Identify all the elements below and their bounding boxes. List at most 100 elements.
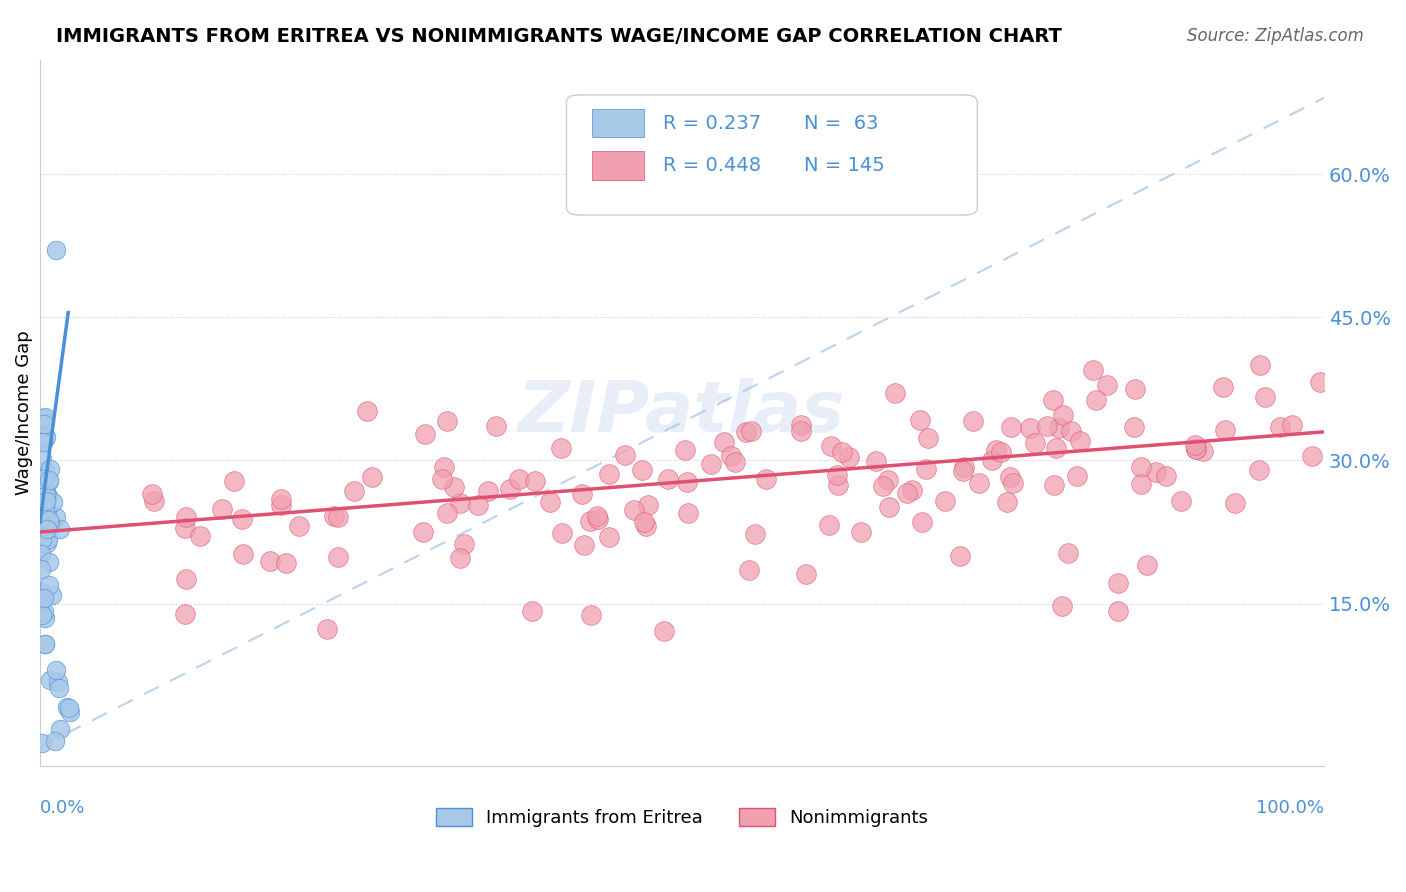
Point xyxy=(231,512,253,526)
Point xyxy=(631,463,654,477)
Point xyxy=(1095,378,1118,392)
Point xyxy=(914,461,936,475)
Point xyxy=(30,473,52,487)
Text: ZIPatlas: ZIPatlas xyxy=(519,378,846,447)
Point xyxy=(436,414,458,428)
Point xyxy=(934,494,956,508)
Point xyxy=(143,493,166,508)
Point xyxy=(574,539,596,553)
Point xyxy=(550,442,572,456)
Point xyxy=(449,496,471,510)
Point xyxy=(877,473,900,487)
Point xyxy=(995,494,1018,508)
Point xyxy=(1268,420,1291,434)
Point xyxy=(1309,375,1331,389)
Point xyxy=(32,417,55,432)
Point xyxy=(825,468,848,483)
Point xyxy=(1052,408,1074,422)
Point xyxy=(865,454,887,468)
Point xyxy=(1000,419,1022,434)
Point xyxy=(276,556,298,570)
Point xyxy=(49,722,72,736)
Text: Source: ZipAtlas.com: Source: ZipAtlas.com xyxy=(1187,27,1364,45)
Point xyxy=(1084,392,1107,407)
Point xyxy=(35,488,58,502)
Point xyxy=(48,681,70,695)
Point xyxy=(949,549,972,563)
Text: N = 145: N = 145 xyxy=(804,156,884,175)
Point xyxy=(45,244,67,258)
Point xyxy=(38,474,60,488)
Point xyxy=(1185,442,1208,456)
Point xyxy=(34,636,56,650)
Point xyxy=(849,524,872,539)
Point xyxy=(42,495,65,509)
Point xyxy=(634,519,657,533)
Point xyxy=(34,508,56,523)
Point xyxy=(1184,437,1206,451)
Point xyxy=(740,424,762,438)
Point xyxy=(900,483,922,497)
Point xyxy=(37,533,59,547)
Point xyxy=(720,450,742,464)
Point xyxy=(343,484,366,499)
Point xyxy=(39,462,62,476)
Point xyxy=(34,410,56,425)
Point xyxy=(31,410,53,425)
Point xyxy=(174,572,197,586)
Point xyxy=(1212,380,1234,394)
Point xyxy=(1136,558,1159,572)
Point xyxy=(328,549,350,564)
Point xyxy=(1042,393,1064,408)
Point xyxy=(56,699,79,714)
Point xyxy=(35,430,58,444)
Bar xyxy=(592,109,644,137)
Text: N =  63: N = 63 xyxy=(804,113,879,133)
Point xyxy=(1192,444,1215,458)
Point xyxy=(538,494,561,508)
Point xyxy=(485,419,508,434)
Point xyxy=(586,512,609,526)
Point xyxy=(433,460,456,475)
Point xyxy=(818,517,841,532)
Point xyxy=(744,527,766,541)
Point xyxy=(652,624,675,638)
Point xyxy=(30,536,52,550)
Point xyxy=(831,445,853,459)
Point xyxy=(738,563,761,577)
Point xyxy=(35,533,58,547)
Point xyxy=(986,442,1008,457)
Point xyxy=(467,498,489,512)
Point xyxy=(288,518,311,533)
Point xyxy=(38,473,60,487)
Point xyxy=(31,735,53,749)
Point xyxy=(44,734,66,748)
Point xyxy=(1107,604,1129,618)
Y-axis label: Wage/Income Gap: Wage/Income Gap xyxy=(15,330,32,495)
Point xyxy=(173,607,195,621)
Point xyxy=(432,472,454,486)
Point xyxy=(174,521,197,535)
Point xyxy=(524,475,547,489)
Point xyxy=(222,475,245,489)
Legend: Immigrants from Eritrea, Nonimmigrants: Immigrants from Eritrea, Nonimmigrants xyxy=(429,801,935,835)
Point xyxy=(34,502,56,516)
Point xyxy=(35,494,58,508)
Point xyxy=(952,464,974,478)
Point xyxy=(443,480,465,494)
Point xyxy=(356,404,378,418)
Point xyxy=(838,450,860,464)
Point xyxy=(1281,417,1303,432)
Point xyxy=(188,529,211,543)
Point xyxy=(585,509,607,524)
Point xyxy=(598,530,620,544)
Point xyxy=(34,611,56,625)
Point xyxy=(1002,475,1025,490)
Point xyxy=(980,453,1002,467)
Point xyxy=(1249,359,1271,373)
Point xyxy=(637,498,659,512)
Point xyxy=(755,472,778,486)
Point xyxy=(551,525,574,540)
Text: 100.0%: 100.0% xyxy=(1256,799,1324,817)
Point xyxy=(1156,469,1178,483)
